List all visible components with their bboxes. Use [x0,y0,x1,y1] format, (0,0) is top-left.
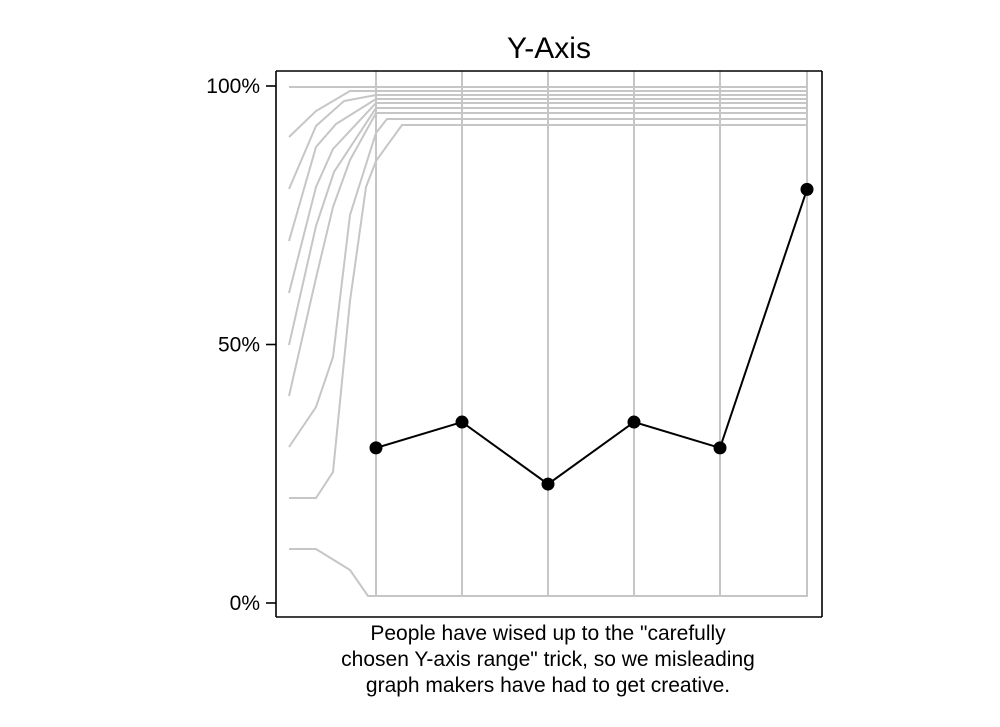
chart-title: Y-Axis [507,32,591,65]
series-layer [369,182,814,491]
caption-line-1: People have wised up to the "carefully [370,622,726,645]
caption-line-2: chosen Y-axis range" trick, so we mislea… [341,648,755,671]
warped-scale-curve [289,548,807,597]
caption-line-3: graph makers have had to get creative. [366,674,730,697]
data-point [369,441,383,455]
warped-scale-curve [288,112,807,397]
y-axis-ticks: 0% 50% 100% [206,75,276,615]
y-tick-label: 50% [218,334,260,357]
warped-scale-curve [288,118,807,448]
decorative-scale-lines [288,71,808,597]
warped-scale-curve [288,107,807,346]
data-point [713,441,727,455]
warped-scale-curve [288,102,807,294]
data-point [541,477,555,491]
warped-scale-curve [288,94,807,190]
warped-scale-curve [289,124,807,499]
data-point [455,415,469,429]
warped-scale-curve [288,98,807,242]
data-point [800,182,814,196]
y-tick-label: 100% [206,75,260,98]
y-tick-label: 0% [230,592,260,615]
warped-scale-curve [288,90,807,138]
series-line [375,189,808,486]
data-point [627,415,641,429]
